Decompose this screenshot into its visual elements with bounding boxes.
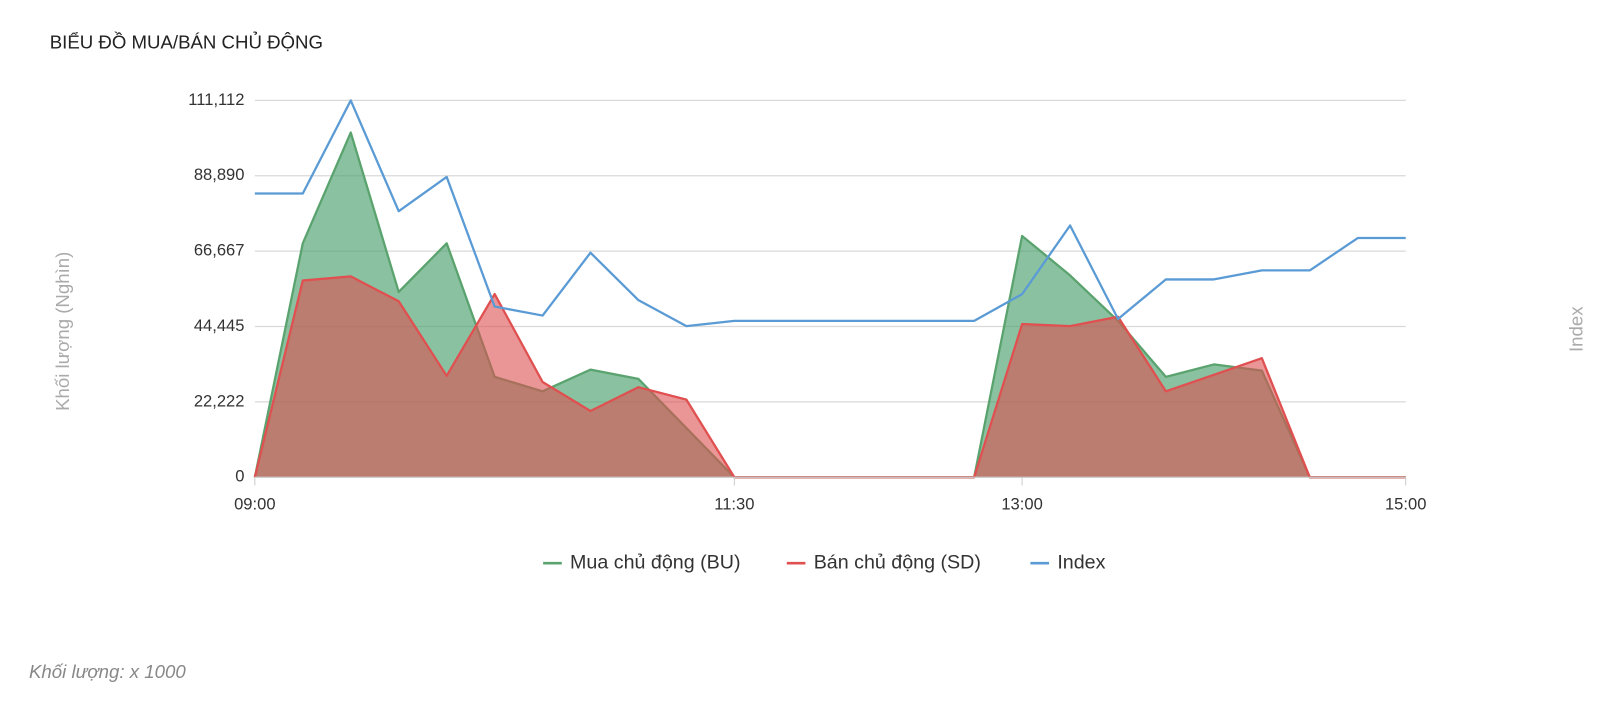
y-tick-label: 88,890 <box>194 165 245 184</box>
x-tick-label: 15:00 <box>1385 495 1426 514</box>
x-tick-label: 11:30 <box>714 495 754 514</box>
legend-label: Index <box>1057 551 1105 573</box>
legend-label: Bán chủ động (SD) <box>814 551 981 573</box>
y-axis-title: Khối lượng (Nghìn) <box>52 252 73 411</box>
area-fill <box>254 276 1406 478</box>
y-tick-label: 66,667 <box>194 241 245 260</box>
x-tick-label: 09:00 <box>234 495 275 514</box>
legend-label: Mua chủ động (BU) <box>570 551 740 573</box>
y-tick-label: 44,445 <box>194 316 245 335</box>
footnote: Khối lượng: x 1000 <box>29 661 186 682</box>
y-tick-label: 0 <box>235 467 244 486</box>
plot-area <box>253 99 1406 479</box>
y2-axis-title: Index <box>1566 306 1587 352</box>
y-tick-label: 111,112 <box>188 90 244 109</box>
axes: 0 22,222 44,445 66,667 88,890 111,112 09:00 11:… <box>188 90 1426 514</box>
y-tick-label: 22,222 <box>194 391 245 410</box>
series-line <box>254 99 1406 328</box>
x-tick-label: 13:00 <box>1001 495 1042 514</box>
chart-title: BIỂU ĐỒ MUA/BÁN CHỦ ĐỘNG <box>50 31 323 52</box>
legend: Mua chủ động (BU) Bán chủ động (SD) Index <box>543 551 1106 573</box>
